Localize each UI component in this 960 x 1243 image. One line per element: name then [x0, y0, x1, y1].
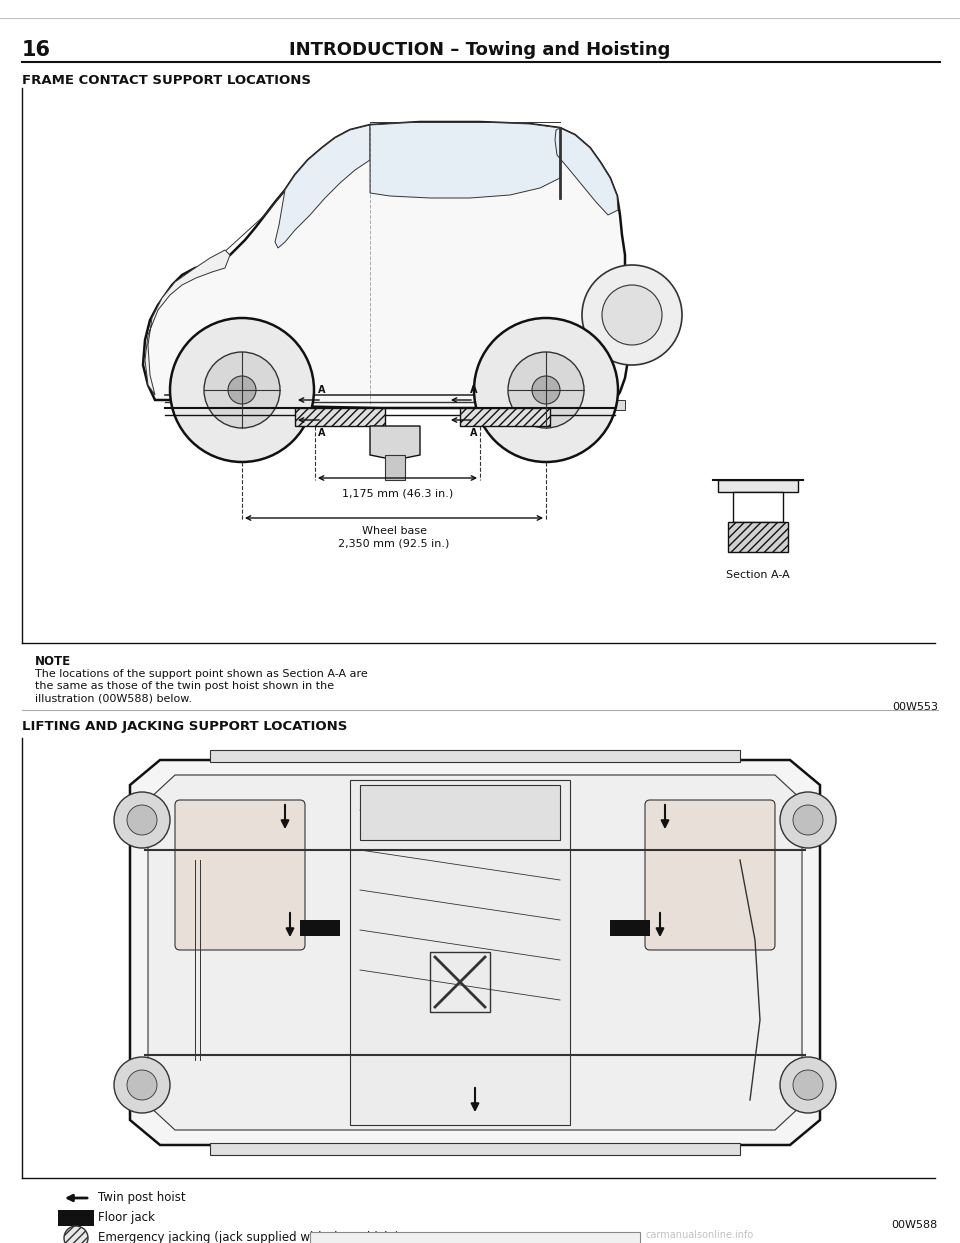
Bar	[460, 408, 550, 426]
Circle shape	[170, 318, 314, 462]
Text: NOTE: NOTE	[35, 655, 71, 667]
Text: 00W553: 00W553	[892, 702, 938, 712]
Bar	[58, 1209, 94, 1226]
Bar	[300, 920, 340, 936]
Bar	[430, 952, 490, 1012]
Text: the same as those of the twin post hoist shown in the: the same as those of the twin post hoist…	[35, 681, 334, 691]
Polygon shape	[555, 128, 618, 215]
Text: INTRODUCTION – Towing and Hoisting: INTRODUCTION – Towing and Hoisting	[289, 41, 671, 58]
Polygon shape	[360, 786, 560, 840]
Text: LIFTING AND JACKING SUPPORT LOCATIONS: LIFTING AND JACKING SUPPORT LOCATIONS	[22, 720, 348, 733]
Text: 00W588: 00W588	[892, 1219, 938, 1231]
Polygon shape	[143, 122, 630, 408]
Text: Emergency jacking (jack supplied with the vehicle): Emergency jacking (jack supplied with th…	[98, 1232, 399, 1243]
Text: STB Revision: STB Revision	[439, 1237, 511, 1243]
Text: Twin post hoist: Twin post hoist	[98, 1192, 185, 1204]
Bar	[718, 480, 798, 492]
Bar	[733, 492, 783, 522]
Circle shape	[602, 285, 662, 346]
Text: Section A-A: Section A-A	[726, 571, 790, 580]
Circle shape	[508, 352, 584, 428]
Text: Floor jack: Floor jack	[98, 1212, 155, 1224]
Text: The locations of the support point shown as Section A-A are: The locations of the support point shown…	[35, 669, 368, 679]
Circle shape	[114, 792, 170, 848]
Circle shape	[114, 1057, 170, 1112]
Text: A: A	[470, 385, 478, 395]
Text: A: A	[470, 428, 478, 438]
Circle shape	[532, 375, 560, 404]
Circle shape	[780, 792, 836, 848]
FancyBboxPatch shape	[175, 800, 305, 950]
Text: 16: 16	[22, 40, 51, 60]
Circle shape	[127, 1070, 157, 1100]
Polygon shape	[275, 126, 370, 249]
Circle shape	[582, 265, 682, 365]
Bar	[210, 1144, 740, 1155]
Bar	[310, 1232, 640, 1243]
FancyBboxPatch shape	[645, 800, 775, 950]
Circle shape	[793, 805, 823, 835]
Circle shape	[204, 352, 280, 428]
Text: 1,175 mm (46.3 in.): 1,175 mm (46.3 in.)	[343, 488, 454, 498]
Circle shape	[228, 375, 256, 404]
Polygon shape	[148, 774, 802, 1130]
Polygon shape	[370, 122, 560, 198]
Text: illustration (00W588) below.: illustration (00W588) below.	[35, 694, 192, 704]
Bar	[210, 750, 740, 762]
Circle shape	[127, 805, 157, 835]
Circle shape	[780, 1057, 836, 1112]
Circle shape	[474, 318, 618, 462]
Bar	[728, 522, 788, 552]
Circle shape	[793, 1070, 823, 1100]
Text: A: A	[319, 385, 325, 395]
Text: A: A	[319, 428, 325, 438]
Polygon shape	[615, 400, 625, 410]
Text: FRAME CONTACT SUPPORT LOCATIONS: FRAME CONTACT SUPPORT LOCATIONS	[22, 73, 311, 87]
Bar	[610, 920, 650, 936]
Text: carmanualsonline.info: carmanualsonline.info	[646, 1231, 755, 1241]
Polygon shape	[145, 250, 230, 395]
Bar	[350, 781, 570, 1125]
Bar	[385, 455, 405, 480]
Polygon shape	[370, 426, 420, 460]
Circle shape	[64, 1226, 88, 1243]
Text: Wheel base: Wheel base	[362, 526, 426, 536]
Polygon shape	[130, 759, 820, 1145]
Bar	[295, 408, 385, 426]
Text: 2,350 mm (92.5 in.): 2,350 mm (92.5 in.)	[338, 538, 449, 548]
